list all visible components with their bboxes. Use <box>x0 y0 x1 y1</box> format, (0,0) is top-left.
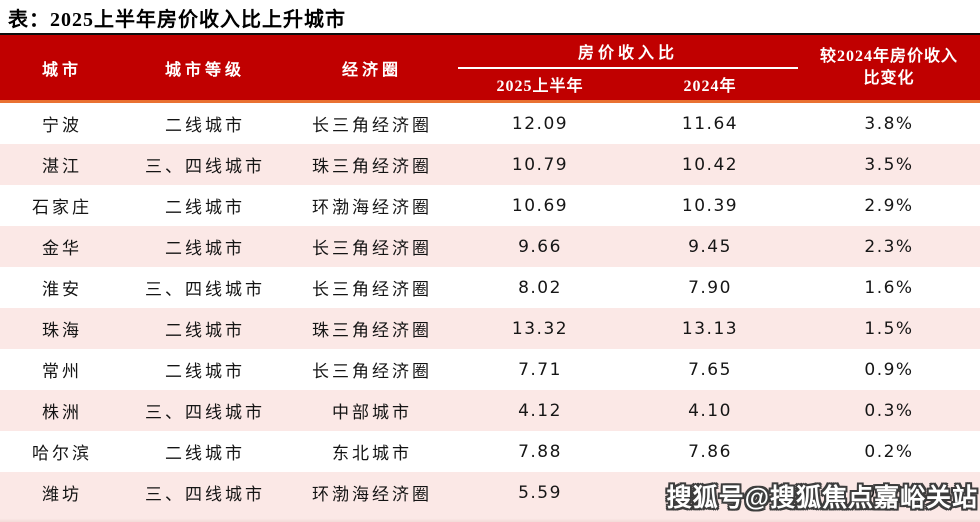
header-group-ratio-sub: 2025上半年 2024年 <box>458 69 798 101</box>
cell-ratio-2024: 7.90 <box>688 277 732 298</box>
cell-change: 2.9% <box>864 195 914 216</box>
cell-circle: 长三角经济圈 <box>312 116 432 135</box>
data-table: 城市 城市等级 经济圈 房价收入比 2025上半年 2024年 较2024年房价… <box>0 33 980 522</box>
table-row: 湛江 三、四线城市 珠三角经济圈 10.79 10.42 3.5% <box>0 144 980 185</box>
cell-ratio-2024: 11.64 <box>681 113 739 134</box>
cell-ratio-2025: 5.59 <box>518 482 562 503</box>
table-row: 哈尔滨 二线城市 东北城市 7.88 7.86 0.2% <box>0 431 980 472</box>
table-row: 常州 二线城市 长三角经济圈 7.71 7.65 0.9% <box>0 349 980 390</box>
header-cell-city: 城市 <box>41 61 82 79</box>
cell-circle: 长三角经济圈 <box>312 239 432 258</box>
header-cell-change: 较2024年房价收入 比变化 <box>798 35 980 100</box>
cell-circle: 珠三角经济圈 <box>312 321 432 340</box>
cell-ratio-2025: 13.32 <box>511 318 569 339</box>
header-cell-tier: 城市等级 <box>164 61 245 79</box>
cell-circle: 东北城市 <box>332 444 412 463</box>
cell-circle: 环渤海经济圈 <box>312 485 432 504</box>
table-row: 潍坊 三、四线城市 环渤海经济圈 5.59 5.58 0.2% <box>0 472 980 513</box>
table-row: 金华 二线城市 长三角经济圈 9.66 9.45 2.3% <box>0 226 980 267</box>
cell-city: 常州 <box>42 362 82 381</box>
table-body: 宁波 二线城市 长三角经济圈 12.09 11.64 3.8% 湛江 三、四线城… <box>0 103 980 513</box>
cell-tier: 三、四线城市 <box>145 485 265 504</box>
cell-ratio-2024: 13.13 <box>681 318 739 339</box>
cell-ratio-2024: 5.58 <box>688 482 732 503</box>
table-header: 城市 城市等级 经济圈 房价收入比 2025上半年 2024年 较2024年房价… <box>0 33 980 103</box>
cell-tier: 二线城市 <box>165 116 245 135</box>
cell-city: 湛江 <box>42 157 82 176</box>
table-bottom-edge <box>0 513 980 522</box>
header-cell-change-line2: 比变化 <box>863 69 915 87</box>
cell-city: 潍坊 <box>42 485 82 504</box>
cell-change: 0.2% <box>864 482 914 503</box>
cell-city: 珠海 <box>42 321 82 340</box>
cell-ratio-2025: 8.02 <box>518 277 562 298</box>
cell-tier: 二线城市 <box>165 239 245 258</box>
cell-ratio-2025: 4.12 <box>518 400 562 421</box>
table-row: 淮安 三、四线城市 长三角经济圈 8.02 7.90 1.6% <box>0 267 980 308</box>
cell-tier: 二线城市 <box>165 362 245 381</box>
cell-change: 1.6% <box>864 277 914 298</box>
header-group-ratio: 房价收入比 2025上半年 2024年 <box>458 35 798 100</box>
cell-circle: 环渤海经济圈 <box>312 198 432 217</box>
header-cell-change-line1: 较2024年房价收入 <box>819 47 958 65</box>
cell-ratio-2024: 7.65 <box>688 359 732 380</box>
cell-tier: 三、四线城市 <box>145 280 265 299</box>
cell-circle: 中部城市 <box>332 403 412 422</box>
cell-ratio-2025: 9.66 <box>518 236 562 257</box>
cell-ratio-2024: 7.86 <box>688 441 732 462</box>
table-row: 宁波 二线城市 长三角经济圈 12.09 11.64 3.8% <box>0 103 980 144</box>
cell-tier: 二线城市 <box>165 198 245 217</box>
watermark: 搜狐号@搜狐焦点嘉峪关站 <box>666 484 978 512</box>
cell-tier: 二线城市 <box>165 444 245 463</box>
cell-change: 2.3% <box>864 236 914 257</box>
cell-circle: 珠三角经济圈 <box>312 157 432 176</box>
cell-tier: 三、四线城市 <box>145 403 265 422</box>
cell-city: 宁波 <box>42 116 82 135</box>
cell-change: 0.2% <box>864 441 914 462</box>
cell-ratio-2025: 10.69 <box>511 195 569 216</box>
table-row: 珠海 二线城市 珠三角经济圈 13.32 13.13 1.5% <box>0 308 980 349</box>
cell-ratio-2024: 4.10 <box>688 400 732 421</box>
cell-tier: 三、四线城市 <box>145 157 265 176</box>
header-cell-ratio-2025: 2025上半年 <box>496 78 584 96</box>
cell-ratio-2024: 10.39 <box>681 195 739 216</box>
table-row: 株洲 三、四线城市 中部城市 4.12 4.10 0.3% <box>0 390 980 431</box>
cell-ratio-2025: 7.88 <box>518 441 562 462</box>
cell-city: 淮安 <box>42 280 82 299</box>
cell-ratio-2024: 10.42 <box>681 154 739 175</box>
cell-ratio-2025: 7.71 <box>518 359 562 380</box>
cell-change: 0.3% <box>864 400 914 421</box>
cell-ratio-2025: 10.79 <box>511 154 569 175</box>
header-cell-ratio-group: 房价收入比 <box>458 35 798 69</box>
cell-change: 0.9% <box>864 359 914 380</box>
cell-city: 金华 <box>42 239 82 258</box>
cell-city: 株洲 <box>42 403 82 422</box>
cell-ratio-2024: 9.45 <box>688 236 732 257</box>
header-cell-circle: 经济圈 <box>341 61 402 79</box>
table-row: 石家庄 二线城市 环渤海经济圈 10.69 10.39 2.9% <box>0 185 980 226</box>
cell-city: 哈尔滨 <box>32 444 92 463</box>
cell-circle: 长三角经济圈 <box>312 280 432 299</box>
cell-change: 3.5% <box>864 154 914 175</box>
header-cell-ratio-2024: 2024年 <box>683 78 737 96</box>
cell-circle: 长三角经济圈 <box>312 362 432 381</box>
cell-change: 3.8% <box>864 113 914 134</box>
cell-city: 石家庄 <box>32 198 92 217</box>
cell-ratio-2025: 12.09 <box>511 113 569 134</box>
page-title: 表：2025上半年房价收入比上升城市 <box>8 9 346 31</box>
cell-tier: 二线城市 <box>165 321 245 340</box>
cell-change: 1.5% <box>864 318 914 339</box>
